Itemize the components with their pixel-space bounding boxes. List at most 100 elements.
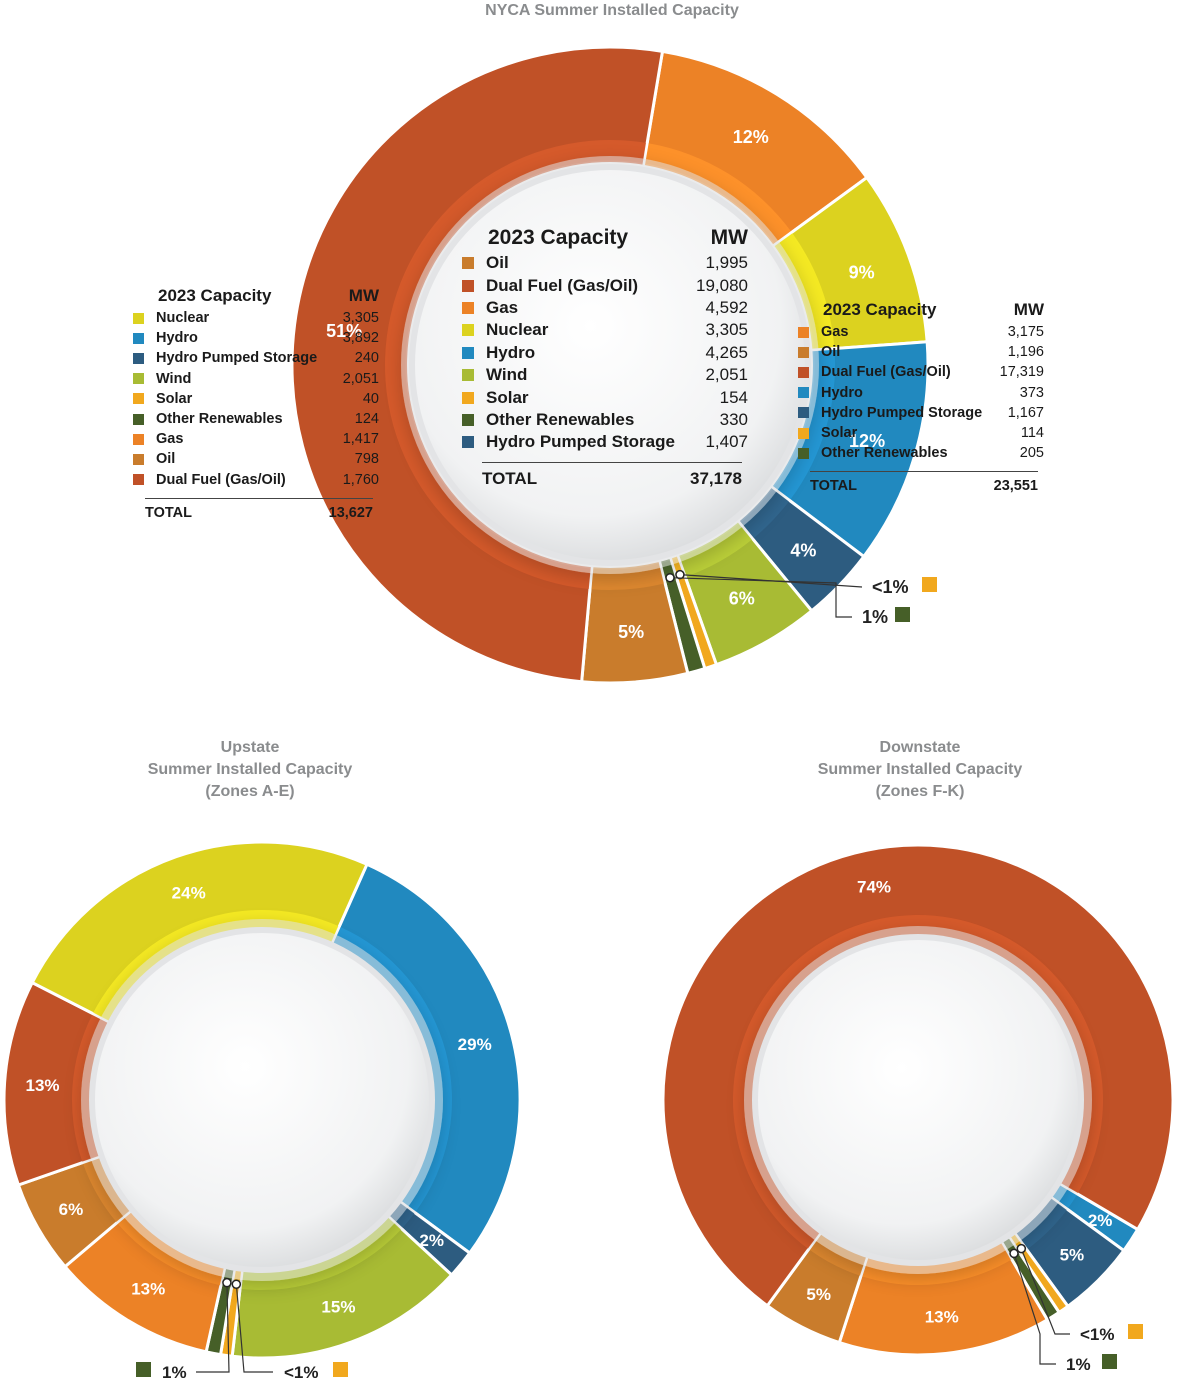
nyca-legend-value-hydro-pumped-storage: 1,407 bbox=[705, 432, 748, 452]
upstate-legend-label-wind: Wind bbox=[133, 371, 191, 387]
downstate-label-hydro: 2% bbox=[1088, 1211, 1113, 1230]
nyca-legend-name-hydro: Hydro bbox=[486, 342, 536, 362]
nyca-legend-name-dual-fuel-gas-oil: Dual Fuel (Gas/Oil) bbox=[486, 275, 639, 295]
downstate-label-oil: 5% bbox=[806, 1285, 831, 1304]
upstate-slice-band-hydro bbox=[331, 926, 453, 1212]
downstate-legend-label-gas: Gas bbox=[798, 324, 848, 340]
downstate-legend-unit: MW bbox=[1013, 300, 1044, 319]
upstate-label-solar: <1% bbox=[284, 1363, 319, 1382]
nyca-label-hydro-pumped-storage: 4% bbox=[790, 541, 816, 561]
downstate-legend-value-hydro: 373 bbox=[1019, 384, 1044, 401]
downstate-total-value: 23,551 bbox=[993, 478, 1038, 495]
upstate-legend-name-nuclear: Nuclear bbox=[156, 310, 210, 327]
downstate-center-disk bbox=[758, 940, 1078, 1260]
nyca-title-line: NYCA Summer Installed Capacity bbox=[485, 2, 739, 19]
downstate-legend-row-hydro: Hydro 373 bbox=[798, 383, 1044, 403]
upstate-legend-swatch-dual-fuel-gas-oil bbox=[133, 474, 144, 486]
upstate-callout-dot-solar bbox=[231, 1279, 242, 1289]
upstate-legend-name-wind: Wind bbox=[156, 370, 192, 387]
nyca-legend-value-oil: 1,995 bbox=[705, 253, 748, 273]
upstate-legend-row-dual-fuel-gas-oil: Dual Fuel (Gas/Oil) 1,760 bbox=[133, 470, 379, 490]
upstate-legend-value-other-renewables: 124 bbox=[354, 411, 379, 428]
downstate-legend-label-hydro-pumped-storage: Hydro Pumped Storage bbox=[798, 405, 982, 421]
nyca-legend-row-hydro-pumped-storage: Hydro Pumped Storage 1,407 bbox=[462, 431, 748, 453]
downstate-donut-chart: 2%5%<1%1%13%5%74% bbox=[661, 843, 1175, 1374]
downstate-title-line-3: (Zones F-K) bbox=[875, 783, 965, 800]
downstate-callout-dot-solar bbox=[1016, 1243, 1027, 1254]
downstate-title-line-2: Summer Installed Capacity bbox=[817, 761, 1023, 778]
downstate-legend-swatch-dual-fuel-gas-oil bbox=[798, 366, 809, 378]
downstate-legend-row-dual-fuel-gas-oil: Dual Fuel (Gas/Oil) 17,319 bbox=[798, 362, 1044, 382]
nyca-legend-label-gas: Gas bbox=[462, 298, 518, 318]
nyca-legend-value-gas: 4,592 bbox=[705, 297, 748, 317]
nyca-legend-swatch-hydro-pumped-storage bbox=[462, 436, 474, 449]
nyca-legend-value-dual-fuel-gas-oil: 19,080 bbox=[696, 275, 748, 295]
upstate-label-hydro: 29% bbox=[458, 1035, 492, 1054]
downstate-legend-name-hydro-pumped-storage: Hydro Pumped Storage bbox=[821, 404, 983, 421]
nyca-legend-swatch-oil bbox=[462, 257, 474, 270]
downstate-legend-row-other-renewables: Other Renewables 205 bbox=[798, 443, 1044, 463]
upstate-label-nuclear: 24% bbox=[172, 884, 206, 903]
nyca-callout-dot-solar bbox=[675, 569, 685, 580]
nyca-legend-label-other-renewables: Other Renewables bbox=[462, 410, 634, 430]
downstate-total-label: TOTAL bbox=[810, 478, 857, 495]
upstate-legend-name-solar: Solar bbox=[156, 390, 193, 407]
downstate-legend-name-gas: Gas bbox=[821, 324, 849, 341]
upstate-legend-label-nuclear: Nuclear bbox=[133, 310, 209, 326]
upstate-legend-name-gas: Gas bbox=[156, 431, 184, 448]
nyca-legend-value-other-renewables: 330 bbox=[719, 409, 748, 429]
upstate-legend-swatch-wind bbox=[133, 373, 144, 385]
nyca-legend-name-nuclear: Nuclear bbox=[486, 320, 549, 340]
downstate-legend-swatch-other-renewables bbox=[798, 447, 809, 459]
nyca-label-dual-fuel-gas-oil: 51% bbox=[326, 321, 362, 341]
downstate-legend-row-oil: Oil 1,196 bbox=[798, 342, 1044, 362]
upstate-label-gas: 13% bbox=[131, 1279, 165, 1298]
nyca-legend-label-dual-fuel-gas-oil: Dual Fuel (Gas/Oil) bbox=[462, 276, 638, 296]
downstate-legend-title: 2023 Capacity bbox=[823, 300, 937, 319]
downstate-legend: 2023 Capacity MW Gas 3,175 Oil 1,196 Dual Fuel… bbox=[798, 300, 1044, 494]
upstate-label-dual-fuel-gas-oil: 13% bbox=[25, 1076, 59, 1095]
nyca-legend-swatch-gas bbox=[462, 301, 474, 314]
upstate-legend-value-nuclear: 3,305 bbox=[342, 310, 379, 327]
upstate-legend-label-oil: Oil bbox=[133, 451, 175, 467]
nyca-legend-label-oil: Oil bbox=[462, 253, 509, 273]
upstate-legend-value-oil: 798 bbox=[354, 451, 379, 468]
nyca-total-label: TOTAL bbox=[482, 468, 538, 488]
upstate-legend: 2023 Capacity MW Nuclear 3,305 Hydro 3,892 Hyd… bbox=[133, 286, 379, 521]
nyca-legend: 2023 Capacity MW Oil 1,995 Dual Fuel (Gas/Oi… bbox=[462, 226, 748, 489]
nyca-donut-chart: 12% 9% 12% 4% 6% <1% 1% 5% 51% bbox=[290, 45, 937, 685]
nyca-callout-swatch-solar bbox=[922, 577, 937, 592]
nyca-legend-label-wind: Wind bbox=[462, 365, 527, 385]
downstate-callout-dot-other-renewables bbox=[1009, 1248, 1019, 1259]
downstate-label-other-renewables: 1% bbox=[1066, 1355, 1091, 1374]
upstate-total-value: 13,627 bbox=[328, 504, 373, 521]
upstate-legend-name-oil: Oil bbox=[156, 451, 176, 468]
nyca-legend-header: 2023 Capacity MW bbox=[462, 226, 748, 250]
upstate-callout-swatch-solar bbox=[333, 1362, 348, 1377]
upstate-label-oil: 6% bbox=[59, 1200, 84, 1219]
upstate-legend-row-solar: Solar 40 bbox=[133, 389, 379, 409]
nyca-legend-title: 2023 Capacity bbox=[488, 226, 629, 249]
upstate-title-line-3: (Zones A-E) bbox=[205, 783, 295, 800]
nyca-label-wind: 6% bbox=[729, 588, 755, 608]
upstate-legend-swatch-solar bbox=[133, 393, 144, 405]
upstate-callout-swatch-other-renewables bbox=[136, 1362, 151, 1377]
nyca-legend-swatch-wind bbox=[462, 369, 474, 382]
nyca-callout-line-other-renewables bbox=[669, 577, 852, 618]
upstate-legend-label-dual-fuel-gas-oil: Dual Fuel (Gas/Oil) bbox=[133, 472, 286, 488]
upstate-legend-header: 2023 Capacity MW bbox=[133, 286, 379, 306]
nyca-label-other-renewables: 1% bbox=[862, 607, 888, 627]
nyca-legend-name-gas: Gas bbox=[486, 297, 519, 317]
upstate-legend-row-wind: Wind 2,051 bbox=[133, 369, 379, 389]
downstate-label-dual-fuel-gas-oil: 74% bbox=[857, 877, 891, 896]
nyca-legend-swatch-other-renewables bbox=[462, 413, 474, 426]
nyca-legend-name-oil: Oil bbox=[486, 253, 509, 273]
upstate-legend-title: 2023 Capacity bbox=[158, 286, 272, 305]
downstate-title: Downstate Summer Installed Capacity (Zon… bbox=[760, 737, 1080, 803]
downstate-callout-swatch-other-renewables bbox=[1102, 1354, 1117, 1369]
upstate-center-disk bbox=[95, 933, 429, 1267]
upstate-legend-swatch-hydro bbox=[133, 332, 144, 344]
downstate-legend-row-solar: Solar 114 bbox=[798, 423, 1044, 443]
downstate-legend-name-solar: Solar bbox=[821, 425, 858, 442]
nyca-callout-dot-other-renewables bbox=[665, 572, 675, 583]
